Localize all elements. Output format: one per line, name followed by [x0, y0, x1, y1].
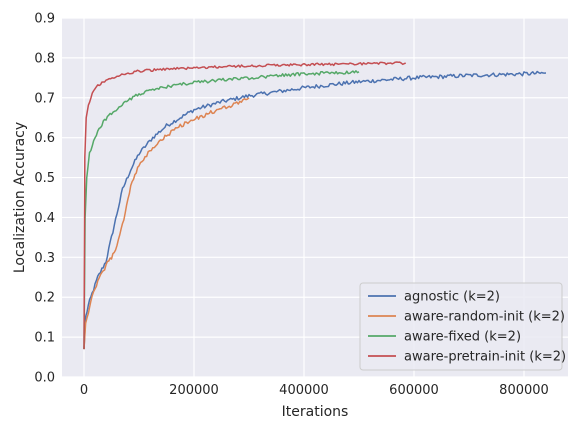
legend-entry: aware-fixed (k=2)	[404, 330, 521, 345]
grid	[62, 17, 568, 378]
series-line-1	[83, 70, 547, 350]
y-tick-label: 0.4	[34, 211, 55, 226]
legend-entry: agnostic (k=2)	[404, 290, 500, 305]
y-tick-label: 0.7	[34, 91, 55, 106]
y-tick-label: 0.5	[34, 171, 55, 186]
x-tick-label: 600000	[389, 383, 439, 398]
series-line-2	[83, 97, 250, 350]
y-tick-label: 0.9	[34, 12, 55, 27]
x-tick-label: 0	[80, 383, 88, 398]
legend-entry: aware-random-init (k=2)	[404, 310, 565, 325]
series-layer	[83, 61, 547, 350]
legend-box	[359, 282, 563, 371]
x-tick-labels: 0 200000 400000 600000 800000	[80, 383, 549, 398]
x-tick-label: 400000	[279, 383, 329, 398]
y-tick-label: 0.3	[34, 251, 55, 266]
y-tick-label: 0.2	[34, 291, 55, 306]
y-tick-labels: 0.0 0.1 0.2 0.3 0.4 0.5 0.6 0.7 0.8 0.9	[34, 12, 55, 386]
x-tick-label: 200000	[169, 383, 219, 398]
series-line-4	[83, 61, 407, 350]
x-axis-label: Iterations	[282, 404, 349, 420]
x-tick-label: 800000	[499, 383, 549, 398]
y-tick-label: 0.8	[34, 51, 55, 66]
y-tick-label: 0.0	[34, 371, 55, 386]
y-tick-label: 0.1	[34, 331, 55, 346]
legend: agnostic (k=2) aware-random-init (k=2) awa…	[359, 282, 566, 371]
y-tick-label: 0.6	[34, 131, 55, 146]
legend-entry: aware-pretrain-init (k=2)	[404, 350, 566, 365]
series-line-3	[83, 70, 360, 350]
y-axis-label: Localization Accuracy	[12, 122, 28, 273]
